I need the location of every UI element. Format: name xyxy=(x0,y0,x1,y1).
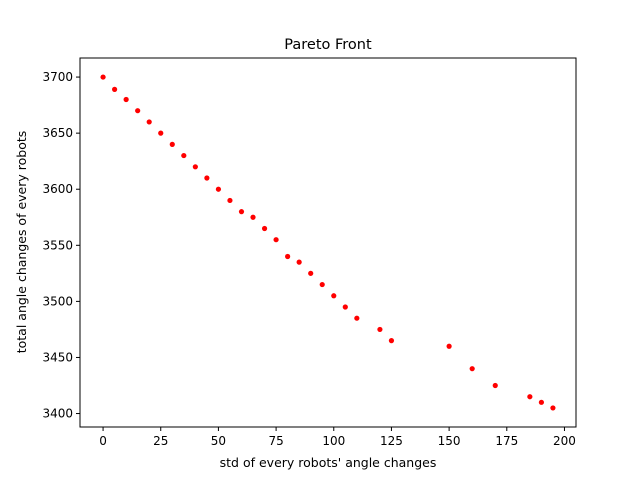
data-point-1 xyxy=(112,86,118,92)
x-tick-label-6: 150 xyxy=(438,434,461,448)
x-axis-ticks: 0 25 50 75 100 125 150 175 200 xyxy=(99,427,576,448)
data-point-18 xyxy=(308,270,314,276)
data-point-29 xyxy=(538,399,545,405)
data-point-25 xyxy=(446,343,452,349)
y-tick-label-3: 3550 xyxy=(42,238,73,252)
y-tick-label-5: 3650 xyxy=(42,126,73,140)
y-axis-ticks: 3400 3450 3500 3550 3600 3650 3700 xyxy=(42,70,80,421)
data-point-28 xyxy=(527,394,533,400)
x-axis-label: std of every robots' angle changes xyxy=(220,455,437,470)
x-tick-label-8: 200 xyxy=(553,434,576,448)
y-tick-label-6: 3700 xyxy=(42,70,73,84)
y-axis-label: total angle changes of every robots xyxy=(14,131,29,354)
data-point-2 xyxy=(123,96,129,103)
data-point-10 xyxy=(215,186,222,192)
data-point-14 xyxy=(261,225,268,232)
data-points xyxy=(100,74,556,411)
data-point-3 xyxy=(135,108,141,114)
data-point-8 xyxy=(192,164,198,170)
data-point-22 xyxy=(354,315,360,321)
data-point-12 xyxy=(238,209,245,215)
data-point-21 xyxy=(342,304,348,310)
data-point-0 xyxy=(100,74,106,80)
data-point-11 xyxy=(227,197,233,204)
x-tick-label-5: 125 xyxy=(380,434,403,448)
plot-frame xyxy=(79,57,577,428)
x-tick-label-2: 50 xyxy=(211,434,226,448)
data-point-17 xyxy=(296,259,302,265)
data-point-13 xyxy=(250,214,256,220)
data-point-20 xyxy=(331,293,337,299)
data-point-30 xyxy=(550,405,556,411)
y-tick-label-0: 3400 xyxy=(42,407,73,421)
data-point-16 xyxy=(285,253,291,260)
y-tick-label-1: 3450 xyxy=(42,350,73,364)
x-tick-label-4: 100 xyxy=(322,434,345,448)
data-point-7 xyxy=(181,152,187,159)
x-tick-label-0: 0 xyxy=(99,434,107,448)
data-point-19 xyxy=(319,281,325,288)
y-tick-label-2: 3500 xyxy=(42,294,73,308)
x-tick-label-1: 25 xyxy=(153,434,168,448)
data-point-26 xyxy=(469,366,475,372)
data-point-9 xyxy=(204,175,210,181)
data-point-5 xyxy=(158,130,164,136)
chart-title: Pareto Front xyxy=(284,37,372,53)
data-point-27 xyxy=(492,382,498,389)
data-point-4 xyxy=(146,119,152,125)
data-point-15 xyxy=(273,237,279,243)
data-point-23 xyxy=(377,326,383,333)
x-tick-label-7: 175 xyxy=(495,434,518,448)
data-point-6 xyxy=(169,141,175,147)
y-tick-label-4: 3600 xyxy=(42,182,73,196)
x-tick-label-3: 75 xyxy=(268,434,283,448)
data-point-24 xyxy=(388,338,395,344)
